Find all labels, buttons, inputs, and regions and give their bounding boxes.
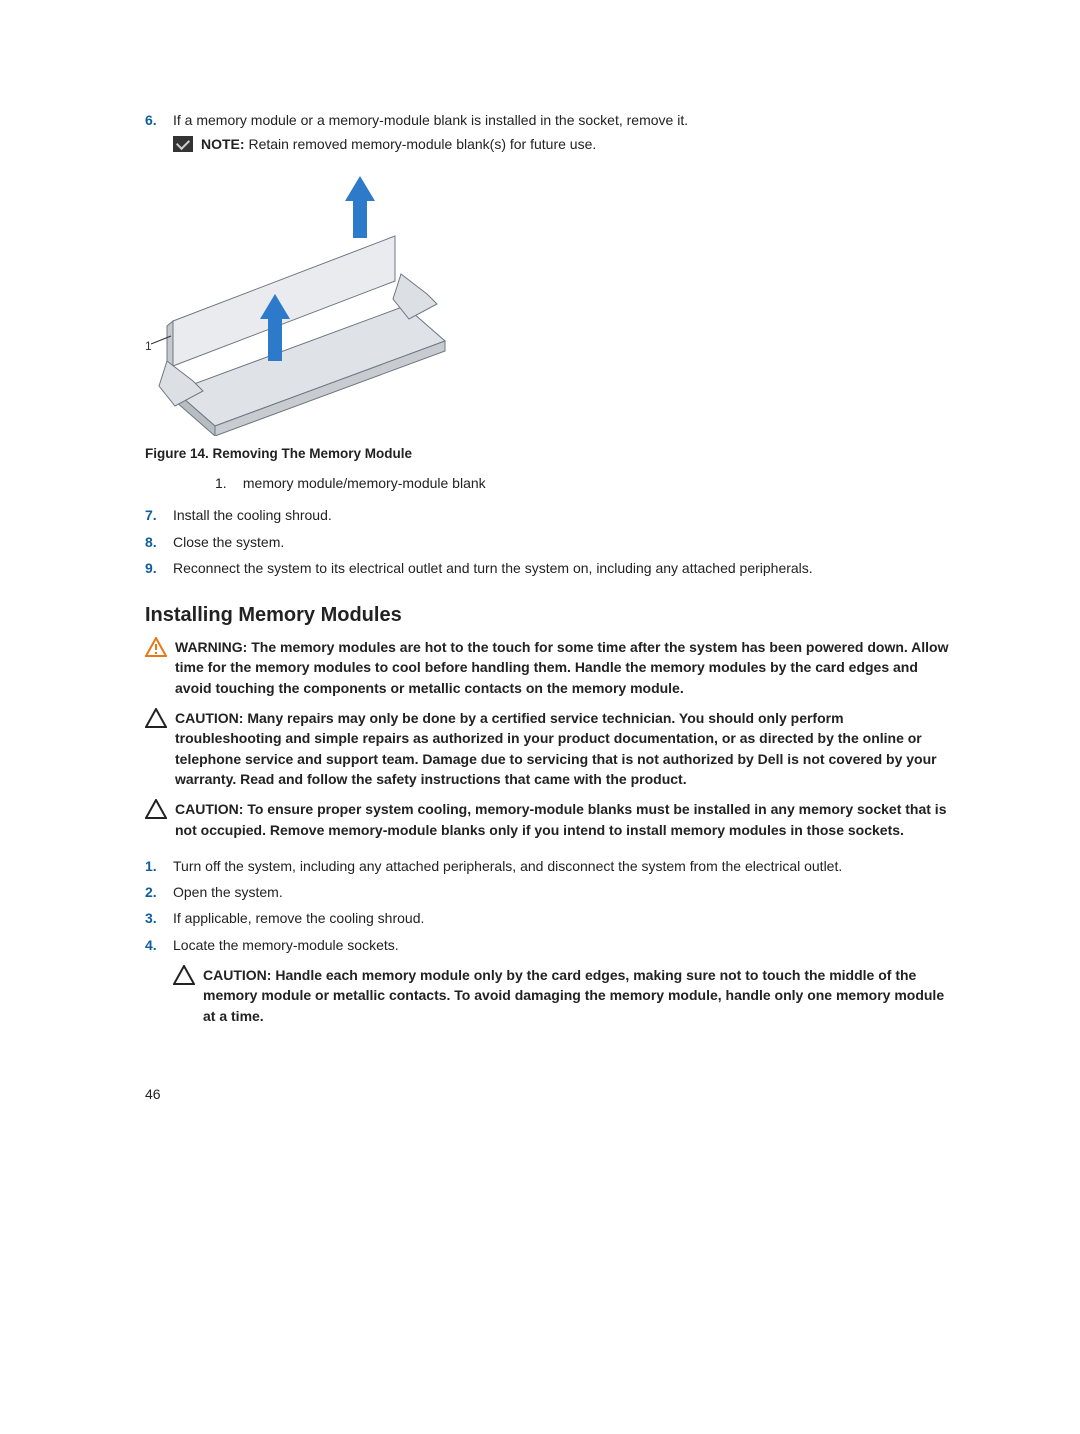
step-text: Reconnect the system to its electrical o…: [173, 558, 950, 578]
caution-body: Handle each memory module only by the ca…: [203, 967, 944, 1024]
step-text: If a memory module or a memory-module bl…: [173, 110, 950, 130]
step-6: 6. If a memory module or a memory-module…: [145, 110, 950, 130]
caution-body: Many repairs may only be done by a certi…: [175, 710, 937, 787]
step-number: 6.: [145, 110, 173, 130]
step-3: 3. If applicable, remove the cooling shr…: [145, 908, 950, 928]
note-label: NOTE:: [201, 136, 245, 152]
warning-body: The memory modules are hot to the touch …: [175, 639, 949, 696]
caution-label: CAUTION:: [175, 710, 247, 726]
warning-label: WARNING:: [175, 639, 251, 655]
legend-num: 1.: [215, 475, 239, 491]
step-7: 7. Install the cooling shroud.: [145, 505, 950, 525]
figure-legend: 1. memory module/memory-module blank: [215, 475, 950, 491]
caution-label: CAUTION:: [203, 967, 275, 983]
step-number: 3.: [145, 908, 173, 928]
figure-caption: Figure 14. Removing The Memory Module: [145, 446, 950, 461]
caution-label: CAUTION:: [175, 801, 247, 817]
note-text: Retain removed memory-module blank(s) fo…: [245, 136, 597, 152]
page-number: 46: [145, 1086, 950, 1102]
step-2: 2. Open the system.: [145, 882, 950, 902]
step-text: Install the cooling shroud.: [173, 505, 950, 525]
legend-text: memory module/memory-module blank: [243, 475, 486, 491]
step-text: Close the system.: [173, 532, 950, 552]
step-number: 1.: [145, 856, 173, 876]
caution-text: CAUTION: Many repairs may only be done b…: [175, 708, 950, 789]
step-number: 8.: [145, 532, 173, 552]
removal-steps: 6. If a memory module or a memory-module…: [145, 110, 950, 130]
step-4: 4. Locate the memory-module sockets.: [145, 935, 950, 955]
caution-row-1: CAUTION: Many repairs may only be done b…: [145, 708, 950, 789]
warning-icon: [145, 637, 167, 662]
note-row: NOTE: Retain removed memory-module blank…: [173, 136, 950, 152]
caution-icon: [173, 965, 195, 990]
caution-body: To ensure proper system cooling, memory-…: [175, 801, 946, 837]
warning-row: WARNING: The memory modules are hot to t…: [145, 637, 950, 698]
step-text: Open the system.: [173, 882, 950, 902]
section-title: Installing Memory Modules: [145, 604, 950, 627]
memory-module-diagram: 1: [145, 166, 475, 436]
step-number: 7.: [145, 505, 173, 525]
step-9: 9. Reconnect the system to its electrica…: [145, 558, 950, 578]
caution-icon: [145, 799, 167, 824]
note-content: NOTE: Retain removed memory-module blank…: [201, 136, 596, 152]
step-number: 2.: [145, 882, 173, 902]
caution-icon: [145, 708, 167, 733]
figure-diagram: 1: [145, 166, 475, 436]
caution-row-2: CAUTION: To ensure proper system cooling…: [145, 799, 950, 840]
step-8: 8. Close the system.: [145, 532, 950, 552]
install-steps: 1. Turn off the system, including any at…: [145, 856, 950, 955]
callout-1: 1: [145, 339, 152, 353]
caution-text: CAUTION: To ensure proper system cooling…: [175, 799, 950, 840]
step-number: 9.: [145, 558, 173, 578]
warning-text: WARNING: The memory modules are hot to t…: [175, 637, 950, 698]
note-icon: [173, 136, 193, 152]
step-text: Locate the memory-module sockets.: [173, 935, 950, 955]
step-1: 1. Turn off the system, including any at…: [145, 856, 950, 876]
caution-row-3: CAUTION: Handle each memory module only …: [173, 965, 950, 1026]
document-page: 6. If a memory module or a memory-module…: [0, 0, 1080, 1182]
step-text: If applicable, remove the cooling shroud…: [173, 908, 950, 928]
removal-steps-cont: 7. Install the cooling shroud. 8. Close …: [145, 505, 950, 578]
step-text: Turn off the system, including any attac…: [173, 856, 950, 876]
step-number: 4.: [145, 935, 173, 955]
caution-text: CAUTION: Handle each memory module only …: [203, 965, 950, 1026]
